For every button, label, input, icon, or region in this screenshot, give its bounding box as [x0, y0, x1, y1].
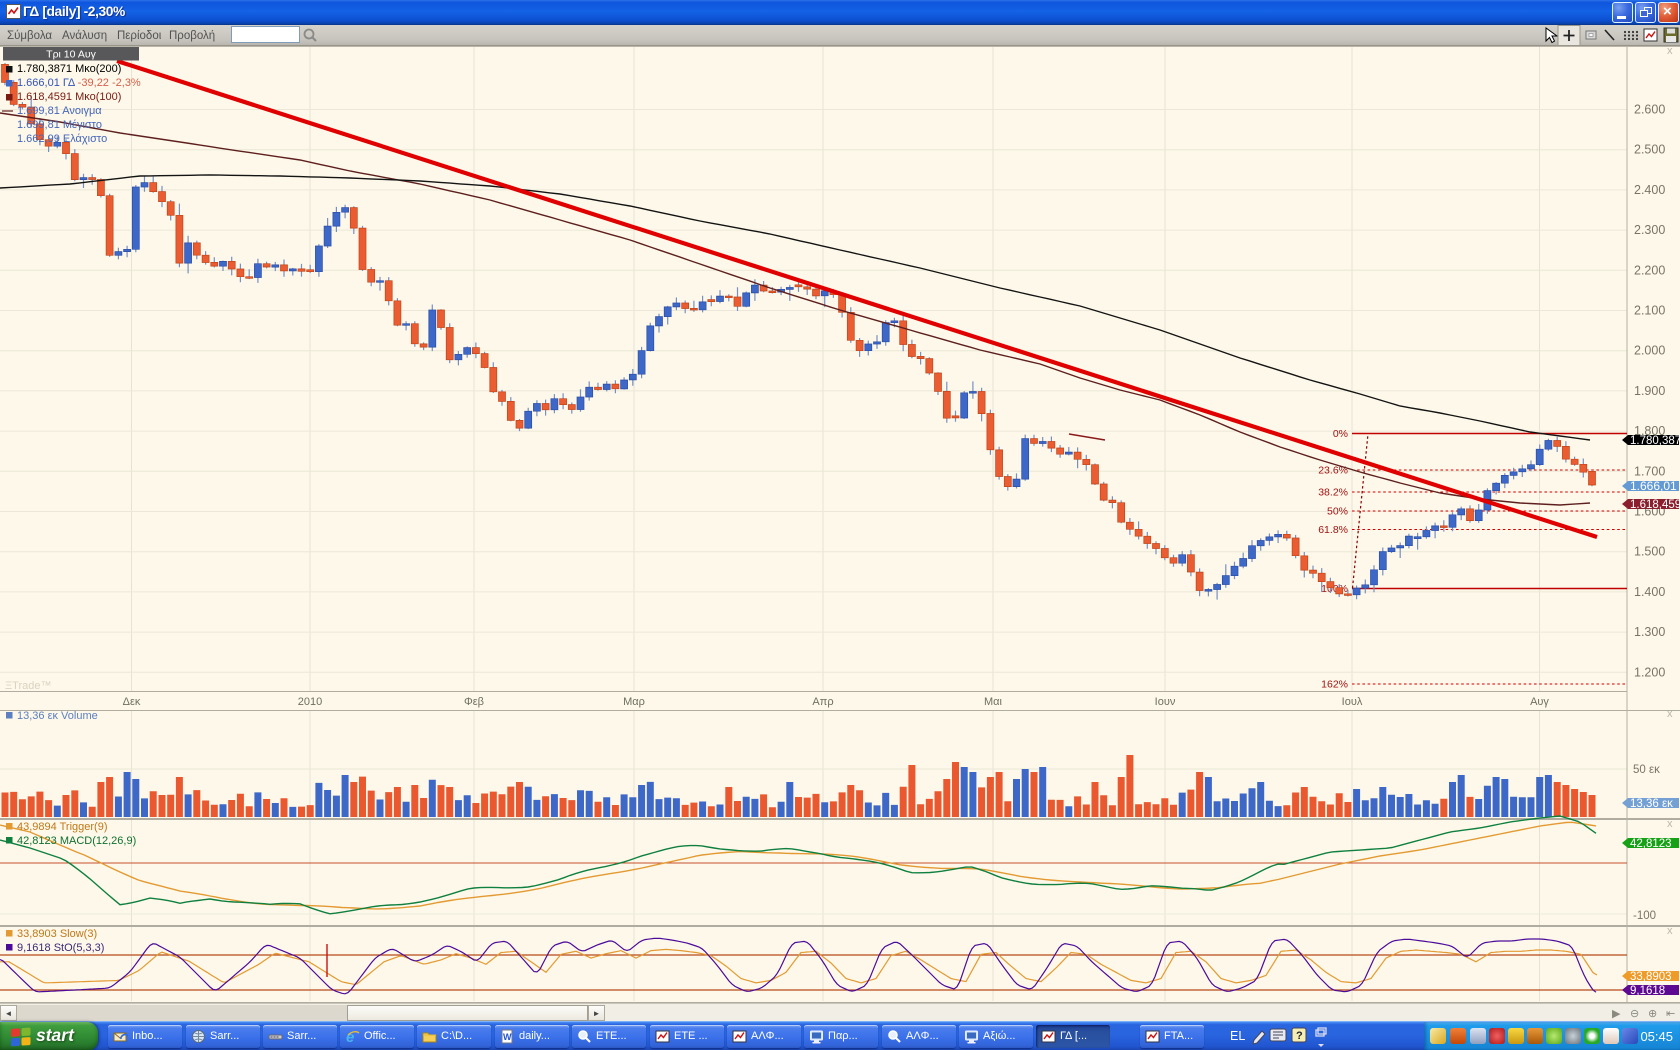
- svg-text:Αυγ: Αυγ: [1530, 696, 1549, 708]
- svg-text:13,36 εκ Volume: 13,36 εκ Volume: [17, 710, 98, 722]
- svg-text:W: W: [503, 1032, 512, 1042]
- svg-text:Απρ: Απρ: [812, 696, 833, 708]
- svg-text:Τρι 10 Αυγ: Τρι 10 Αυγ: [46, 49, 96, 61]
- svg-text:2.600: 2.600: [1634, 103, 1665, 117]
- svg-text:1.200: 1.200: [1634, 665, 1665, 679]
- svg-text:1.780,3871 Μκο(200): 1.780,3871 Μκο(200): [17, 63, 121, 75]
- svg-text:50 εκ: 50 εκ: [1633, 764, 1660, 776]
- svg-text:43,9894 Trigger(9): 43,9894 Trigger(9): [17, 821, 108, 833]
- svg-text:2.000: 2.000: [1634, 344, 1665, 358]
- svg-text:1.800: 1.800: [1634, 424, 1665, 438]
- svg-text:1.618,4591 Μκο(100): 1.618,4591 Μκο(100): [17, 91, 121, 103]
- svg-text:2010: 2010: [298, 696, 322, 708]
- svg-text:x: x: [1667, 708, 1673, 720]
- svg-text:2.200: 2.200: [1634, 263, 1665, 277]
- svg-text:9,1618 StO(5,3,3): 9,1618 StO(5,3,3): [17, 942, 104, 954]
- svg-text:1.400: 1.400: [1634, 585, 1665, 599]
- svg-text:1.900: 1.900: [1634, 384, 1665, 398]
- svg-text:x: x: [1667, 818, 1673, 830]
- svg-text:e: e: [346, 1029, 354, 1044]
- svg-text:13,36 εκ: 13,36 εκ: [1630, 798, 1673, 810]
- svg-text:1.300: 1.300: [1634, 625, 1665, 639]
- svg-text:x: x: [1667, 925, 1673, 937]
- svg-text:Μαρ: Μαρ: [623, 696, 645, 708]
- svg-text:50%: 50%: [1327, 506, 1348, 518]
- svg-text:33,8903: 33,8903: [1630, 971, 1672, 983]
- svg-text:1.666,01: 1.666,01: [1630, 479, 1677, 493]
- svg-text:23.6%: 23.6%: [1318, 465, 1348, 477]
- svg-text:Ιουλ: Ιουλ: [1342, 696, 1363, 708]
- svg-text:Μαι: Μαι: [984, 696, 1003, 708]
- svg-text:42,8123: 42,8123: [1630, 838, 1672, 850]
- svg-text:1.666,01 ΓΔ -39,22 -2,3%: 1.666,01 ΓΔ -39,22 -2,3%: [17, 77, 141, 89]
- svg-text:1.780,387: 1.780,387: [1630, 435, 1680, 447]
- svg-text:2.100: 2.100: [1634, 304, 1665, 318]
- svg-text:2.500: 2.500: [1634, 143, 1665, 157]
- svg-text:?: ?: [1296, 1030, 1303, 1042]
- svg-text:1.699,81 Μέγιστο: 1.699,81 Μέγιστο: [17, 119, 102, 131]
- svg-text:33,8903 Slow(3): 33,8903 Slow(3): [17, 928, 97, 940]
- svg-text:1.500: 1.500: [1634, 545, 1665, 559]
- svg-text:x: x: [1667, 45, 1673, 57]
- svg-text:61.8%: 61.8%: [1318, 524, 1348, 536]
- svg-text:0%: 0%: [1333, 428, 1348, 440]
- svg-text:42,8123 MACD(12,26,9): 42,8123 MACD(12,26,9): [17, 835, 136, 847]
- svg-text:1.618,459: 1.618,459: [1630, 499, 1680, 511]
- svg-text:2.300: 2.300: [1634, 223, 1665, 237]
- svg-text:Ιουν: Ιουν: [1155, 696, 1176, 708]
- svg-text:Δεκ: Δεκ: [123, 696, 141, 708]
- svg-text:2.400: 2.400: [1634, 183, 1665, 197]
- svg-text:-100: -100: [1633, 910, 1656, 922]
- svg-text:38.2%: 38.2%: [1318, 487, 1348, 499]
- svg-text:9,1618: 9,1618: [1630, 985, 1665, 997]
- svg-text:Φεβ: Φεβ: [464, 696, 484, 708]
- svg-text:1.699,81 Ανοιγμα: 1.699,81 Ανοιγμα: [17, 105, 102, 117]
- svg-text:ΞTrade™: ΞTrade™: [5, 680, 51, 692]
- svg-text:1.700: 1.700: [1634, 464, 1665, 478]
- svg-text:162%: 162%: [1321, 679, 1348, 691]
- svg-text:100%: 100%: [1321, 583, 1348, 595]
- svg-text:1.662,99 Ελάχιστο: 1.662,99 Ελάχιστο: [17, 133, 107, 145]
